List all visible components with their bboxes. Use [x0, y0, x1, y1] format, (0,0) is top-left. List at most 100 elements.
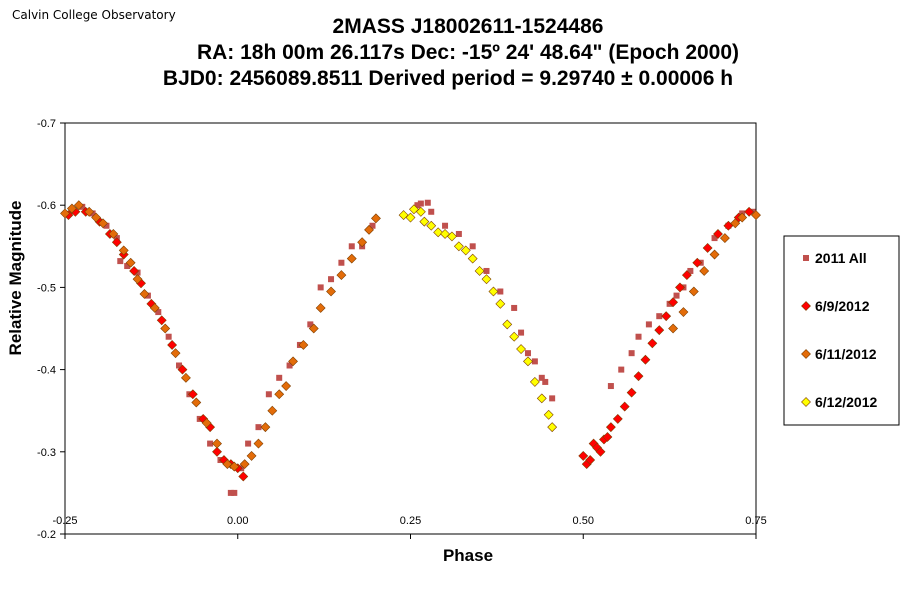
data-point [415, 206, 426, 217]
data-point [467, 253, 478, 264]
data-point [60, 208, 70, 219]
data-point [212, 446, 222, 457]
data-point [661, 311, 672, 322]
data-point [668, 323, 679, 334]
data-point [405, 212, 416, 223]
y-tick-label: -0.5 [37, 282, 56, 294]
data-point [253, 438, 264, 449]
title-line-1: 2MASS J18002611-1524486 [333, 15, 604, 38]
data-point [229, 461, 240, 472]
data-point [98, 218, 108, 229]
data-point [681, 270, 692, 280]
legend: 2011 All 6/9/2012 6/11/2012 6/12/2012 [783, 235, 900, 426]
data-point [595, 446, 606, 457]
data-point [640, 354, 651, 365]
title-line-3: BJD0: 2456089.8511 Derived period = 9.29… [163, 67, 733, 90]
data-point [346, 253, 357, 264]
series-2 [63, 206, 755, 482]
data-point [177, 364, 188, 375]
data-point [134, 269, 141, 276]
data-point [607, 383, 614, 390]
legend-box [783, 235, 900, 426]
data-point [538, 374, 545, 381]
data-point [531, 358, 538, 365]
data-point [73, 200, 84, 211]
data-point [281, 381, 292, 391]
data-point [688, 286, 699, 297]
x-axis-title: Phase [443, 546, 493, 565]
data-point [645, 321, 652, 328]
data-point [488, 286, 499, 297]
data-point [348, 243, 355, 250]
data-point [414, 202, 421, 209]
data-point [267, 405, 278, 416]
data-point [191, 397, 202, 408]
data-point [628, 350, 635, 357]
data-point [364, 224, 374, 235]
data-point [699, 266, 710, 276]
data-point [125, 257, 136, 268]
data-point [675, 282, 685, 293]
data-point [460, 245, 471, 256]
data-point [543, 409, 554, 420]
data-point [474, 266, 485, 276]
data-point [647, 338, 658, 349]
data-point [668, 297, 679, 308]
data-point [245, 440, 252, 447]
legend-marker [801, 397, 811, 407]
data-point [656, 313, 663, 320]
data-point [167, 340, 178, 350]
data-point [673, 292, 680, 299]
data-point [542, 378, 549, 385]
y-tick-label: -0.4 [37, 365, 56, 377]
y-tick-label: -0.7 [37, 118, 56, 130]
legend-entry: 2011 All [815, 250, 867, 266]
data-point [181, 372, 191, 383]
data-point [317, 284, 324, 291]
data-point [227, 489, 234, 496]
data-point [103, 222, 110, 229]
observatory-label: Calvin College Observatory [12, 8, 176, 22]
data-point [654, 325, 665, 336]
data-point [605, 422, 616, 433]
data-point [117, 258, 124, 265]
data-point [455, 230, 462, 237]
data-points [60, 199, 761, 496]
data-point [529, 377, 540, 387]
data-point [687, 267, 694, 274]
data-point [201, 418, 212, 428]
y-axis: -0.7 -0.6 -0.5 -0.4 -0.3 -0.2 [37, 118, 65, 541]
data-point [369, 222, 376, 229]
data-point [549, 395, 556, 402]
data-point [315, 303, 326, 313]
data-point [129, 266, 140, 276]
chart-title: 2MASS J18002611-1524486 RA: 18h 00m 26.1… [163, 15, 739, 90]
data-point [428, 208, 435, 215]
data-point [165, 333, 172, 340]
data-point [288, 356, 298, 367]
data-point [516, 344, 526, 354]
data-point [453, 241, 464, 252]
data-point [711, 235, 718, 242]
data-point [118, 245, 129, 256]
data-point [469, 243, 476, 250]
data-point [371, 213, 381, 224]
data-point [547, 422, 558, 433]
data-point [156, 315, 167, 326]
data-point [255, 424, 262, 431]
series-4 [398, 204, 558, 433]
data-point [286, 362, 293, 369]
data-point [298, 340, 309, 350]
x-axis: -0.25 0.00 0.25 0.50 0.75 [52, 515, 767, 539]
data-point [139, 289, 150, 299]
data-point [692, 257, 703, 268]
data-point [265, 391, 272, 398]
data-point [619, 401, 630, 412]
data-point [635, 333, 642, 340]
data-point [260, 422, 271, 433]
data-point [730, 218, 741, 229]
data-point [328, 276, 335, 283]
x-tick-label: 0.00 [227, 515, 248, 527]
data-point [585, 455, 596, 465]
